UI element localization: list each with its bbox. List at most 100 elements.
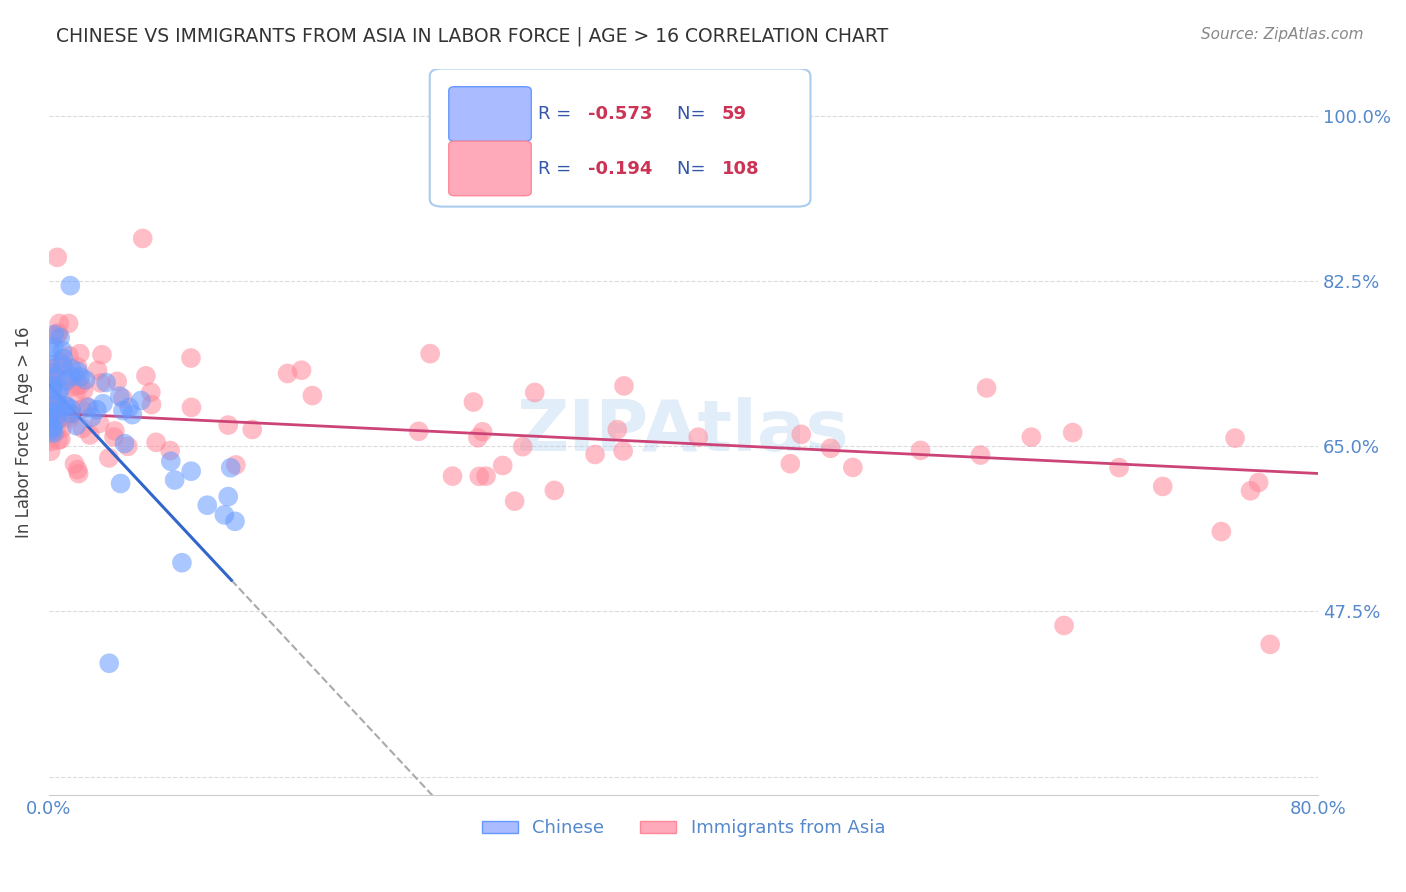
Immigrants from Asia	[217, 418, 239, 433]
Immigrants from Asia	[70, 402, 93, 417]
Immigrants from Asia	[277, 367, 299, 381]
Immigrants from Asia	[468, 469, 491, 483]
Text: 59: 59	[721, 104, 747, 122]
Immigrants from Asia	[180, 401, 202, 415]
Immigrants from Asia	[976, 381, 998, 395]
Chinese	[60, 402, 83, 417]
Immigrants from Asia	[612, 444, 634, 458]
Immigrants from Asia	[240, 422, 263, 436]
Immigrants from Asia	[606, 423, 628, 437]
Chinese	[59, 369, 82, 384]
Chinese	[39, 358, 62, 372]
Immigrants from Asia	[48, 317, 70, 331]
Immigrants from Asia	[103, 430, 125, 444]
FancyBboxPatch shape	[430, 69, 810, 207]
Chinese	[118, 401, 141, 415]
Text: -0.194: -0.194	[588, 160, 652, 178]
Chinese	[195, 498, 218, 512]
Chinese	[77, 401, 100, 415]
Chinese	[69, 369, 91, 384]
Immigrants from Asia	[475, 469, 498, 483]
Immigrants from Asia	[1211, 524, 1233, 539]
Immigrants from Asia	[1053, 618, 1076, 632]
Immigrants from Asia	[842, 460, 865, 475]
Text: N=: N=	[678, 104, 711, 122]
Immigrants from Asia	[91, 348, 114, 362]
Immigrants from Asia	[72, 421, 94, 435]
Chinese	[42, 426, 65, 441]
Immigrants from Asia	[49, 412, 72, 426]
Immigrants from Asia	[1152, 479, 1174, 493]
Chinese	[163, 473, 186, 487]
Text: CHINESE VS IMMIGRANTS FROM ASIA IN LABOR FORCE | AGE > 16 CORRELATION CHART: CHINESE VS IMMIGRANTS FROM ASIA IN LABOR…	[56, 27, 889, 46]
Chinese	[39, 411, 62, 425]
Immigrants from Asia	[39, 434, 62, 449]
Immigrants from Asia	[59, 407, 82, 421]
Chinese	[41, 424, 63, 438]
Chinese	[55, 399, 77, 413]
Immigrants from Asia	[42, 417, 65, 432]
Immigrants from Asia	[1021, 430, 1043, 444]
Immigrants from Asia	[1223, 431, 1246, 445]
Chinese	[59, 278, 82, 293]
Chinese	[114, 436, 136, 450]
Chinese	[180, 464, 202, 478]
Immigrants from Asia	[89, 376, 111, 390]
FancyBboxPatch shape	[449, 87, 531, 141]
Text: R =: R =	[537, 160, 576, 178]
Chinese	[53, 399, 76, 413]
Immigrants from Asia	[419, 346, 441, 360]
Immigrants from Asia	[46, 250, 69, 264]
Immigrants from Asia	[180, 351, 202, 365]
Immigrants from Asia	[65, 386, 87, 401]
Chinese	[121, 408, 143, 422]
Chinese	[80, 410, 103, 425]
Chinese	[46, 409, 69, 423]
Chinese	[217, 490, 239, 504]
Chinese	[39, 344, 62, 359]
Immigrants from Asia	[51, 422, 73, 436]
Immigrants from Asia	[301, 388, 323, 402]
Text: -0.573: -0.573	[588, 104, 652, 122]
Immigrants from Asia	[59, 407, 82, 421]
Immigrants from Asia	[46, 327, 69, 342]
Immigrants from Asia	[45, 392, 67, 406]
Immigrants from Asia	[46, 434, 69, 448]
Immigrants from Asia	[79, 428, 101, 442]
Chinese	[59, 406, 82, 420]
Immigrants from Asia	[141, 398, 163, 412]
Immigrants from Asia	[145, 435, 167, 450]
Chinese	[224, 514, 246, 528]
Y-axis label: In Labor Force | Age > 16: In Labor Force | Age > 16	[15, 326, 32, 538]
Chinese	[110, 476, 132, 491]
Immigrants from Asia	[58, 349, 80, 363]
Chinese	[219, 460, 242, 475]
Immigrants from Asia	[69, 377, 91, 392]
Immigrants from Asia	[467, 431, 489, 445]
Chinese	[214, 508, 236, 522]
Immigrants from Asia	[523, 385, 546, 400]
Immigrants from Asia	[503, 494, 526, 508]
Immigrants from Asia	[63, 457, 86, 471]
Chinese	[46, 413, 69, 427]
Text: 108: 108	[721, 160, 759, 178]
Immigrants from Asia	[471, 425, 494, 439]
Chinese	[49, 330, 72, 344]
Immigrants from Asia	[790, 427, 813, 442]
Immigrants from Asia	[56, 372, 79, 386]
Immigrants from Asia	[60, 380, 83, 394]
Immigrants from Asia	[41, 402, 63, 417]
Chinese	[129, 393, 152, 408]
Immigrants from Asia	[105, 375, 128, 389]
Text: ZIPAtlas: ZIPAtlas	[517, 398, 849, 467]
Immigrants from Asia	[543, 483, 565, 498]
Immigrants from Asia	[41, 362, 63, 376]
Immigrants from Asia	[89, 417, 111, 431]
Chinese	[42, 405, 65, 419]
Chinese	[49, 384, 72, 398]
Immigrants from Asia	[59, 411, 82, 425]
Immigrants from Asia	[58, 317, 80, 331]
Text: N=: N=	[678, 160, 711, 178]
Immigrants from Asia	[583, 447, 606, 461]
Chinese	[55, 374, 77, 388]
